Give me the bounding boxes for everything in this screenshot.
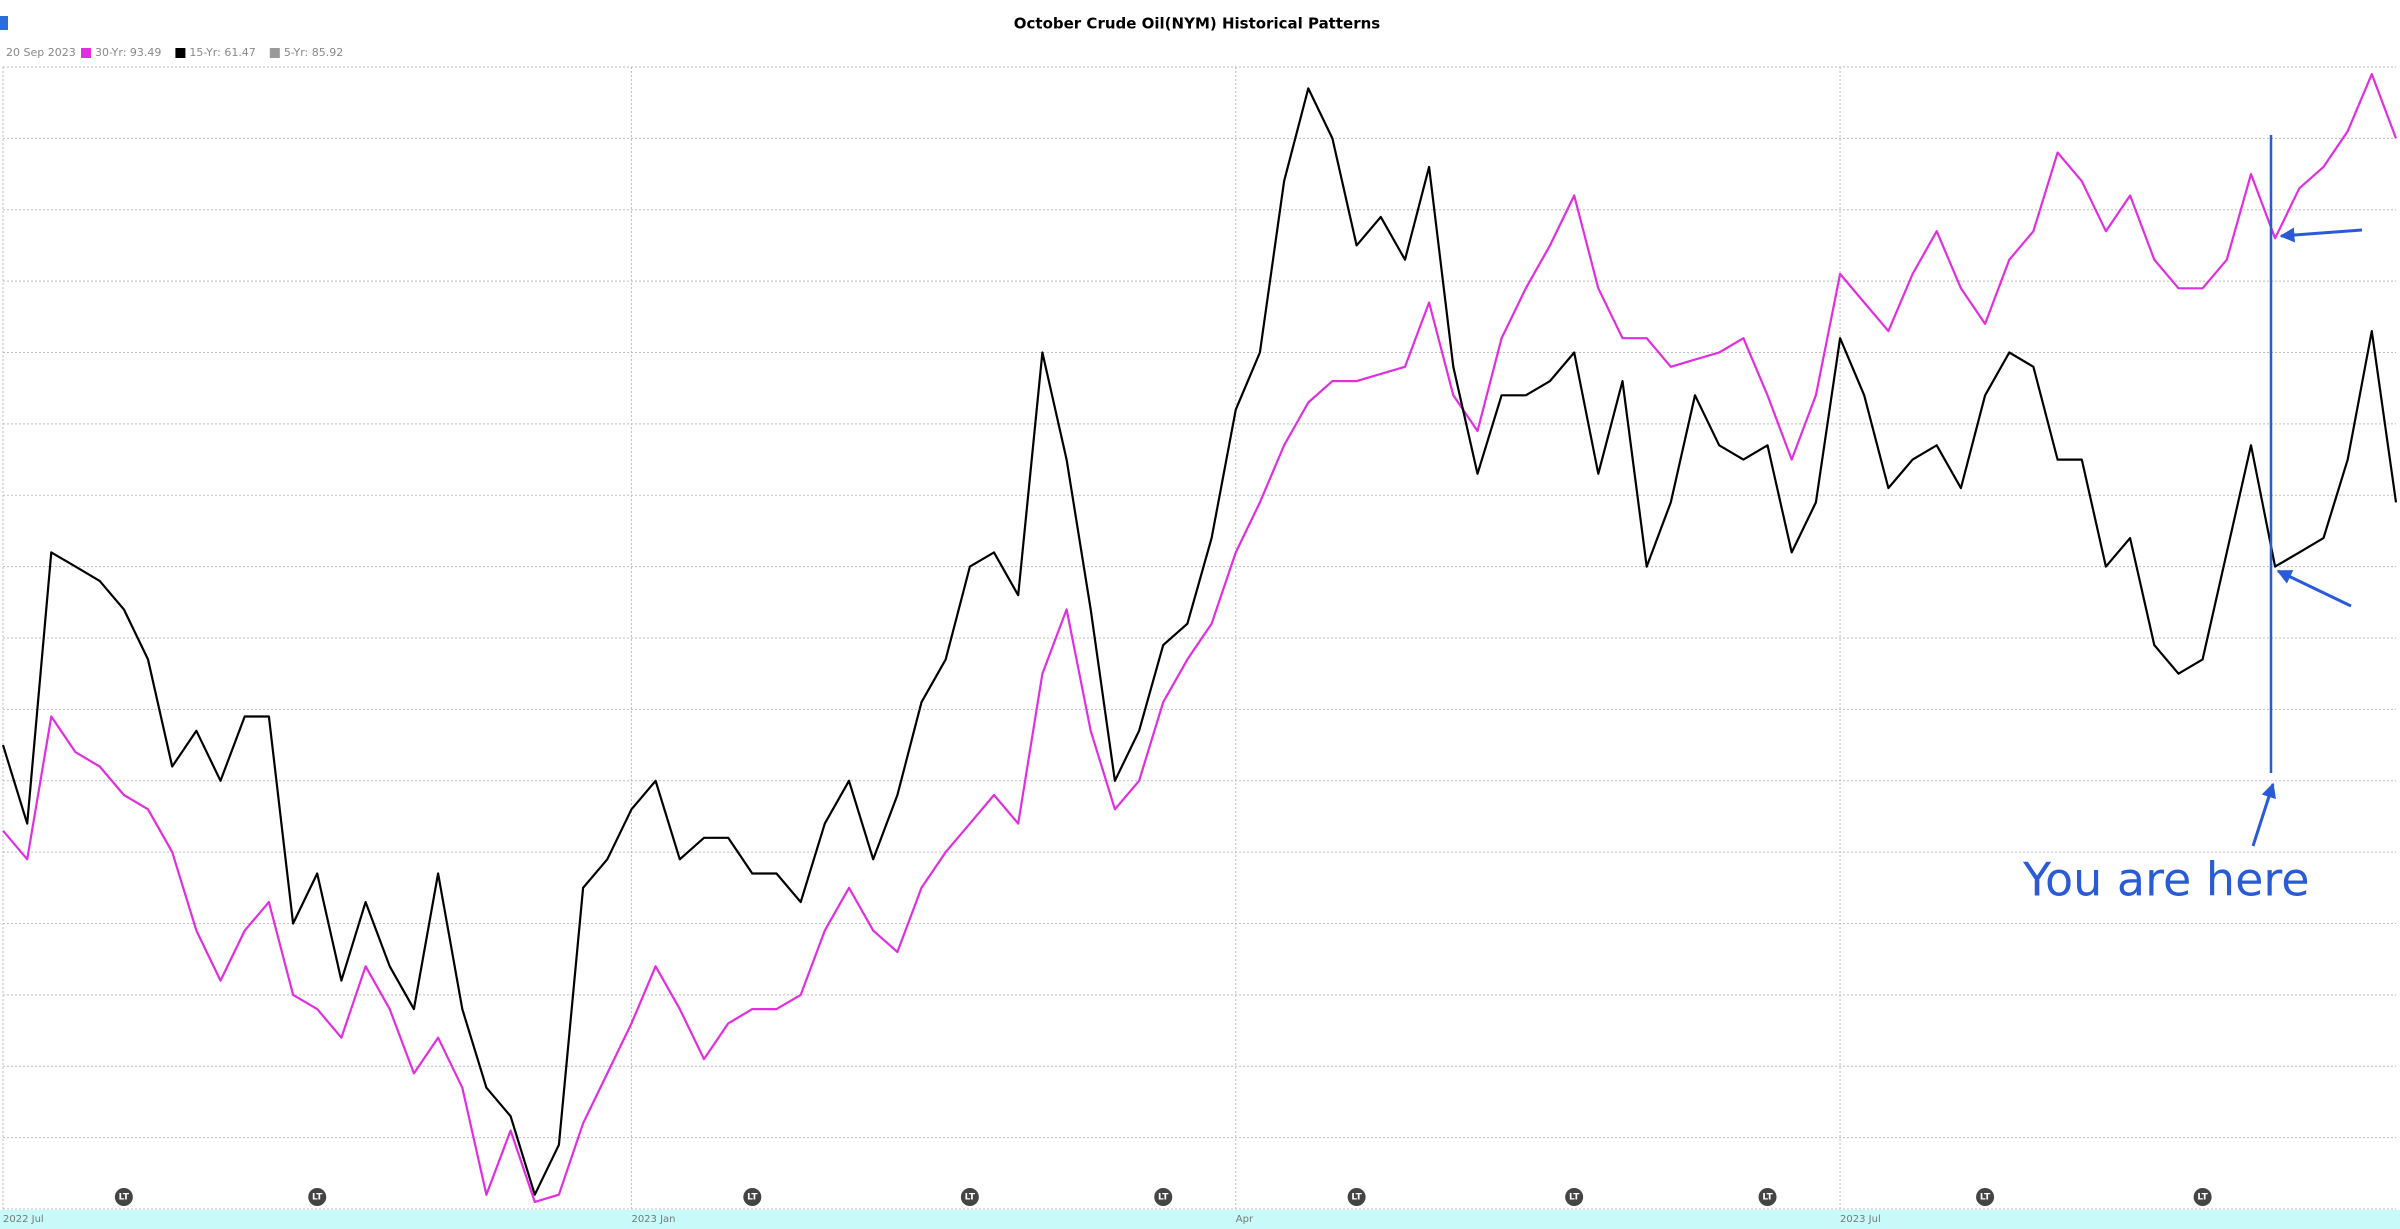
event-marker <box>1347 1188 1366 1206</box>
event-marker-label: LT <box>1351 1193 1362 1203</box>
event-marker-label: LT <box>1762 1193 1773 1203</box>
event-marker <box>1758 1188 1777 1206</box>
chart-title: October Crude Oil(NYM) Historical Patter… <box>1014 15 1380 33</box>
event-marker-label: LT <box>2197 1193 2208 1203</box>
event-marker <box>1976 1188 1995 1206</box>
event-marker <box>743 1188 762 1206</box>
plot-area <box>1 66 2398 1210</box>
x-tick-label: 2022 Jul <box>3 1214 44 1225</box>
event-marker <box>1565 1188 1584 1206</box>
event-marker-label: LT <box>1980 1193 1991 1203</box>
arrow <box>2279 227 2363 243</box>
event-marker-label: LT <box>119 1193 130 1203</box>
x-tick-label: Apr <box>1236 1214 1254 1225</box>
legend-swatch <box>81 48 91 58</box>
legend-swatch <box>175 48 186 58</box>
event-marker <box>1154 1188 1173 1206</box>
event-marker <box>308 1188 327 1206</box>
legend-label: 5-Yr: 85.92 <box>284 46 343 59</box>
event-marker-label: LT <box>965 1193 976 1203</box>
event-marker-label: LT <box>747 1193 758 1203</box>
legend-date: 20 Sep 2023 <box>6 46 76 59</box>
menu-icon[interactable] <box>0 16 8 30</box>
annotation: You are here <box>2022 853 2310 907</box>
event-marker-label: LT <box>312 1193 323 1203</box>
event-marker-label: LT <box>1569 1193 1580 1203</box>
legend-swatch <box>269 48 280 58</box>
x-axis-band <box>0 1210 2400 1229</box>
x-tick-label: 2023 Jan <box>631 1214 675 1225</box>
event-marker-label: LT <box>1158 1193 1169 1203</box>
arrow <box>2251 782 2276 847</box>
event-marker <box>114 1188 133 1206</box>
x-tick-label: 2023 Jul <box>1840 1214 1881 1225</box>
legend-label: 30-Yr: 93.49 <box>95 46 161 59</box>
legend-label: 15-Yr: 61.47 <box>189 46 255 59</box>
event-marker <box>2193 1188 2212 1206</box>
series-line <box>1 87 2398 1196</box>
event-marker <box>960 1188 979 1206</box>
series-line <box>2 73 2398 1203</box>
arrow <box>2276 569 2352 608</box>
